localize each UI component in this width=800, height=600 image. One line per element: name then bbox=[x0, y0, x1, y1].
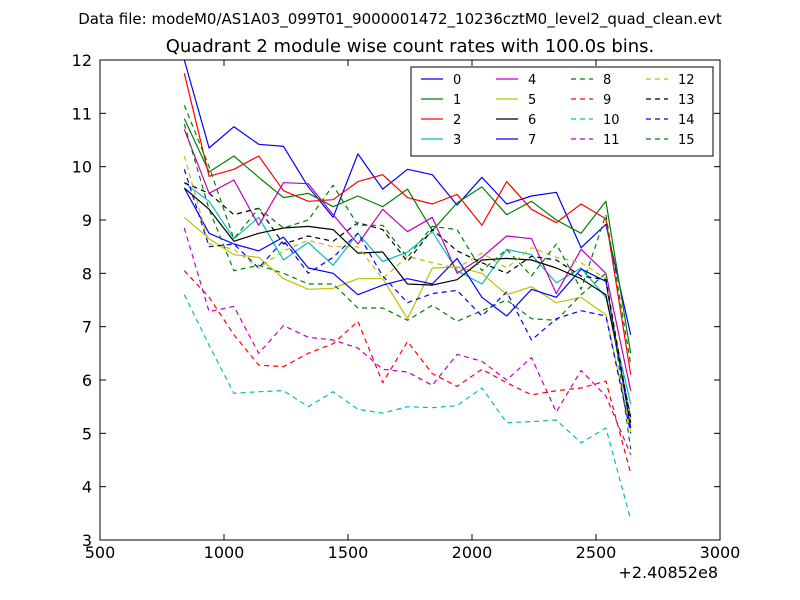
series-line-0 bbox=[183, 59, 632, 335]
series-line-12 bbox=[183, 155, 632, 421]
legend-label-2: 2 bbox=[453, 113, 461, 128]
series-line-6 bbox=[183, 187, 632, 418]
series-line-1 bbox=[183, 118, 632, 354]
legend-label-7: 7 bbox=[528, 133, 536, 148]
legend-label-6: 6 bbox=[528, 113, 536, 128]
legend-label-11: 11 bbox=[603, 133, 620, 148]
y-tick-label: 4 bbox=[82, 478, 92, 497]
legend-label-15: 15 bbox=[678, 133, 695, 148]
legend-label-13: 13 bbox=[678, 93, 695, 108]
legend-label-10: 10 bbox=[603, 113, 620, 128]
plot-frame bbox=[99, 59, 721, 541]
x-tick-label: 500 bbox=[85, 543, 116, 562]
legend-label-9: 9 bbox=[603, 93, 611, 108]
series-line-8 bbox=[183, 123, 632, 450]
x-tick-label: 2500 bbox=[576, 543, 617, 562]
series-line-5 bbox=[183, 216, 632, 431]
y-tick-label: 10 bbox=[72, 158, 92, 177]
x-offset-label: +2.40852e8 bbox=[618, 563, 718, 582]
series-line-4 bbox=[183, 129, 632, 391]
y-tick-label: 5 bbox=[82, 424, 92, 443]
series-line-15 bbox=[183, 105, 632, 365]
legend-label-8: 8 bbox=[603, 73, 611, 88]
legend-box bbox=[410, 66, 714, 157]
series-line-7 bbox=[183, 187, 632, 429]
series-line-9 bbox=[183, 270, 632, 474]
legend-label-12: 12 bbox=[678, 73, 695, 88]
y-tick-label: 6 bbox=[82, 371, 92, 390]
series-line-10 bbox=[183, 294, 632, 520]
y-tick-label: 3 bbox=[82, 531, 92, 550]
series-line-3 bbox=[183, 182, 632, 405]
series-line-14 bbox=[183, 169, 632, 434]
y-tick-label: 12 bbox=[72, 51, 92, 70]
legend-label-1: 1 bbox=[453, 93, 461, 108]
chart-title: Quadrant 2 module wise count rates with … bbox=[166, 36, 655, 57]
legend-label-4: 4 bbox=[528, 73, 536, 88]
series-line-11 bbox=[183, 227, 632, 455]
y-tick-label: 7 bbox=[82, 318, 92, 337]
series-line-2 bbox=[183, 73, 632, 375]
legend-label-0: 0 bbox=[453, 73, 461, 88]
legend-label-14: 14 bbox=[678, 113, 695, 128]
y-tick-label: 11 bbox=[72, 104, 92, 123]
y-tick-label: 8 bbox=[82, 264, 92, 283]
y-tick-label: 9 bbox=[82, 211, 92, 230]
x-tick-label: 2000 bbox=[452, 543, 493, 562]
x-tick-label: 3000 bbox=[700, 543, 741, 562]
x-tick-label: 1000 bbox=[204, 543, 245, 562]
x-tick-label: 1500 bbox=[328, 543, 369, 562]
legend-label-3: 3 bbox=[453, 133, 461, 148]
legend-label-5: 5 bbox=[528, 93, 536, 108]
chart-supertitle: Data file: modeM0/AS1A03_099T01_90000014… bbox=[78, 10, 722, 29]
series-layer bbox=[183, 59, 632, 520]
